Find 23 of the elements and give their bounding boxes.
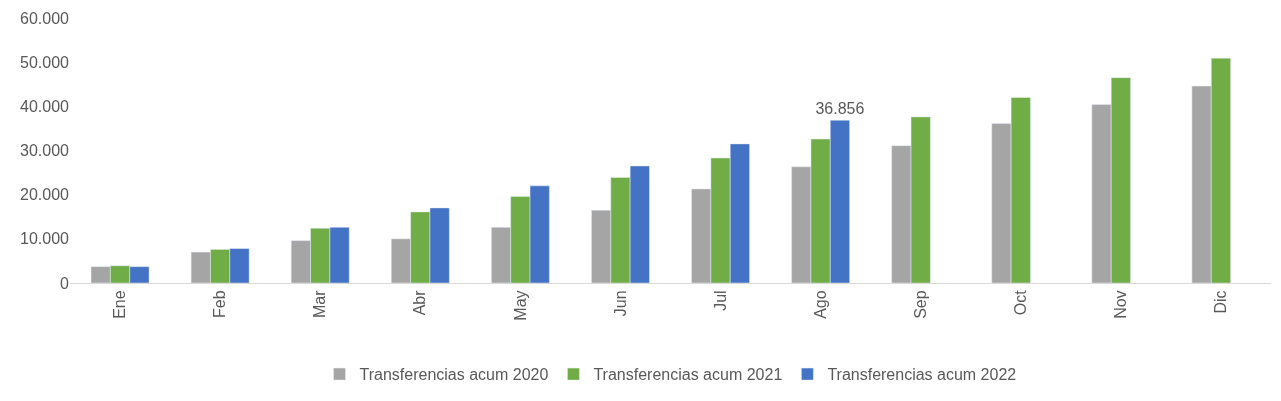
x-tick-label: Feb	[211, 290, 229, 318]
x-tick-label: Jul	[711, 290, 729, 311]
legend-label: Transferencias acum 2020	[359, 366, 549, 384]
data-label: 36.856	[815, 100, 865, 118]
x-tick-label: May	[511, 290, 529, 321]
y-tick-label: 50.000	[20, 53, 70, 71]
y-tick-label: 10.000	[20, 230, 70, 248]
y-tick-label: 0	[60, 274, 70, 292]
x-tick-label: Ene	[111, 290, 129, 319]
y-tick-label: 40.000	[20, 97, 70, 115]
x-tick-label: Jun	[611, 290, 629, 317]
x-tick-label: Abr	[411, 289, 429, 316]
y-tick-label: 20.000	[20, 186, 70, 204]
y-tick-label: 30.000	[20, 142, 70, 160]
x-tick-label: Nov	[1112, 290, 1130, 319]
x-tick-label: Mar	[311, 289, 329, 318]
x-tick-label: Oct	[1011, 289, 1029, 316]
y-tick-label: 60.000	[20, 9, 70, 27]
x-tick-label: Ago	[811, 290, 829, 319]
legend-label: Transferencias acum 2022	[827, 366, 1017, 384]
legend-label: Transferencias acum 2021	[593, 366, 783, 384]
x-tick-label: Dic	[1212, 290, 1230, 314]
x-tick-label: Sep	[911, 290, 929, 319]
